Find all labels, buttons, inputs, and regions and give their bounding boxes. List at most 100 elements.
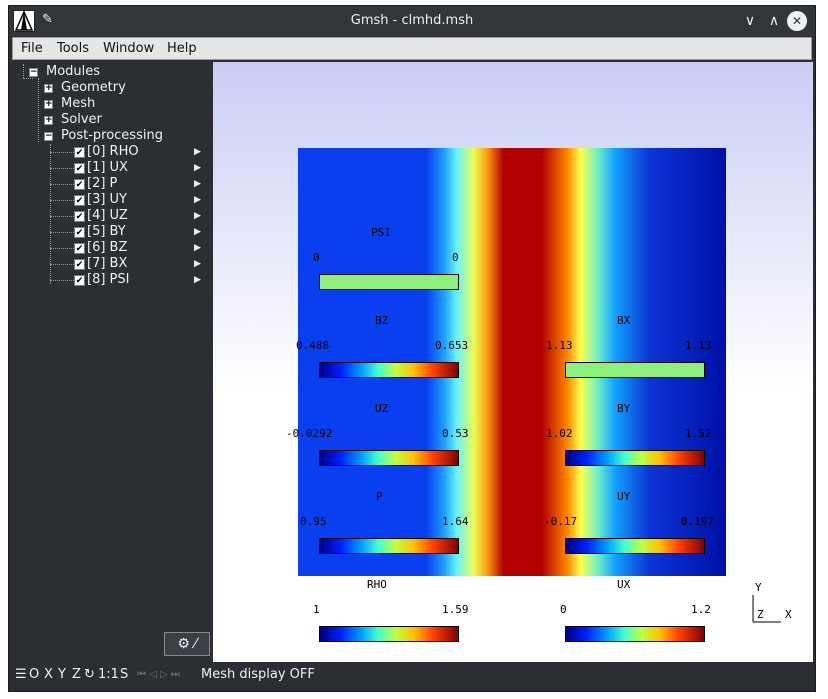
- scale-min-uy: -0.17: [544, 515, 578, 528]
- menu-help[interactable]: Help: [167, 41, 197, 56]
- module-tree: − Modules + Geometry + Mesh + Solver − P…: [12, 62, 211, 662]
- checkbox-icon[interactable]: ✔: [74, 227, 85, 238]
- scale-title-uz: UZ: [375, 402, 389, 415]
- checkbox-icon[interactable]: ✔: [74, 275, 85, 286]
- menu-tools[interactable]: Tools: [57, 41, 90, 56]
- checkbox-icon[interactable]: ✔: [74, 195, 85, 206]
- tree-line: [50, 216, 74, 217]
- triangle-right-icon[interactable]: ▶: [194, 259, 201, 269]
- expand-icon[interactable]: +: [44, 83, 53, 93]
- tree-line: [50, 184, 74, 185]
- graphics-canvas[interactable]: PSI 0 0 BZ 0.488 0.653 BX 1.13 1.13 UZ -…: [213, 62, 813, 662]
- scale-max-by: 1.52: [685, 427, 712, 440]
- tree-line: [38, 78, 39, 142]
- collapse-icon[interactable]: −: [44, 131, 53, 141]
- scale-title-p: P: [376, 490, 383, 503]
- scale-max-uz: 0.53: [442, 427, 469, 440]
- scale-bar-ux: [565, 626, 705, 642]
- tree-label: Geometry: [61, 80, 126, 95]
- status-bar: ☰ O X Y Z ↻ 1:1 S ⏮ ◁ ▷ ⏭ Mesh display O…: [12, 663, 812, 688]
- scale-bar-uz: [319, 450, 459, 466]
- scale-max-psi: 0: [452, 251, 459, 264]
- scale-min-psi: 0: [313, 251, 320, 264]
- view-item-uz[interactable]: ✔ [4] UZ ▶: [50, 208, 210, 224]
- tree-line: [50, 168, 74, 169]
- tree-line: [23, 78, 33, 79]
- view-item-by[interactable]: ✔ [5] BY ▶: [50, 224, 210, 240]
- expand-icon[interactable]: +: [44, 99, 53, 109]
- checkbox-icon[interactable]: ✔: [74, 147, 85, 158]
- scale-min-bx: 1.13: [546, 339, 573, 352]
- checkbox-icon[interactable]: ✔: [74, 163, 85, 174]
- view-label: [8] PSI: [87, 272, 130, 287]
- view-item-bz[interactable]: ✔ [6] BZ ▶: [50, 240, 210, 256]
- view-x-button[interactable]: X: [44, 667, 53, 682]
- gmsh-window: ✎ Gmsh - clmhd.msh ∨ ∧ ✕ File Tools Wind…: [8, 5, 816, 692]
- options-gear-button[interactable]: ⚙ ⁄: [164, 632, 210, 656]
- scale-title-ux: UX: [617, 578, 631, 591]
- select-s-button[interactable]: S: [120, 667, 129, 682]
- checkbox-icon[interactable]: ✔: [74, 179, 85, 190]
- scale-title-by: BY: [617, 402, 631, 415]
- collapse-icon[interactable]: −: [29, 67, 38, 77]
- axis-z-label: Z: [757, 608, 764, 621]
- triangle-right-icon[interactable]: ▶: [194, 243, 201, 253]
- menu-window[interactable]: Window: [103, 41, 155, 56]
- view-item-psi[interactable]: ✔ [8] PSI ▶: [50, 272, 210, 288]
- view-o-button[interactable]: O: [29, 667, 40, 682]
- view-label: [1] UX: [87, 160, 128, 175]
- scale-title-bz: BZ: [375, 314, 389, 327]
- tree-line: [50, 248, 74, 249]
- checkbox-icon[interactable]: ✔: [74, 243, 85, 254]
- view-item-bx[interactable]: ✔ [7] BX ▶: [50, 256, 210, 272]
- tree-label: Modules: [46, 64, 101, 79]
- axis-y-label: Y: [755, 581, 762, 594]
- minimize-button[interactable]: ∨: [744, 13, 756, 29]
- tree-label: Post-processing: [61, 128, 163, 143]
- view-item-ux[interactable]: ✔ [1] UX ▶: [50, 160, 210, 176]
- close-button[interactable]: ✕: [787, 11, 807, 31]
- title-bar[interactable]: ✎ Gmsh - clmhd.msh ∨ ∧ ✕: [9, 6, 815, 36]
- scale-bar-p: [319, 538, 459, 554]
- menu-file[interactable]: File: [21, 41, 43, 56]
- pin-icon[interactable]: ✎: [42, 12, 53, 27]
- triangle-right-icon[interactable]: ▶: [194, 195, 201, 205]
- tree-line: [23, 64, 24, 78]
- view-z-button[interactable]: Z: [72, 667, 81, 682]
- expand-icon[interactable]: +: [44, 115, 53, 125]
- view-item-rho[interactable]: ✔ [0] RHO ▶: [50, 144, 210, 160]
- tree-line: [50, 144, 51, 284]
- view-label: [5] BY: [87, 224, 126, 239]
- scale-title-bx: BX: [617, 314, 631, 327]
- triangle-right-icon[interactable]: ▶: [194, 211, 201, 221]
- maximize-button[interactable]: ∧: [768, 13, 780, 29]
- checkbox-icon[interactable]: ✔: [74, 259, 85, 270]
- menu-bar: File Tools Window Help: [12, 37, 812, 60]
- view-y-button[interactable]: Y: [58, 667, 66, 682]
- scale-max-p: 1.64: [442, 515, 469, 528]
- triangle-right-icon[interactable]: ▶: [194, 227, 201, 237]
- scale-min-rho: 1: [313, 603, 320, 616]
- scale-min-uz: -0.0292: [286, 427, 333, 440]
- view-item-p[interactable]: ✔ [2] P ▶: [50, 176, 210, 192]
- view-label: [2] P: [87, 176, 118, 191]
- axis-x-label: X: [785, 608, 792, 621]
- view-label: [7] BX: [87, 256, 128, 271]
- view-item-uy[interactable]: ✔ [3] UY ▶: [50, 192, 210, 208]
- scale-bar-psi: [319, 274, 459, 290]
- triangle-right-icon[interactable]: ▶: [194, 163, 201, 173]
- rotate-icon[interactable]: ↻: [84, 667, 95, 682]
- playback-controls-icon[interactable]: ⏮ ◁ ▷ ⏭: [137, 669, 180, 680]
- hamburger-menu-icon[interactable]: ☰: [15, 667, 27, 682]
- checkbox-icon[interactable]: ✔: [74, 211, 85, 222]
- triangle-right-icon[interactable]: ▶: [194, 275, 201, 285]
- scale-max-uy: 0.197: [681, 515, 715, 528]
- status-message: Mesh display OFF: [201, 667, 315, 682]
- tree-line: [50, 232, 74, 233]
- scale-1-1-button[interactable]: 1:1: [98, 667, 119, 682]
- tree-line: [50, 264, 74, 265]
- triangle-right-icon[interactable]: ▶: [194, 179, 201, 189]
- triangle-right-icon[interactable]: ▶: [194, 147, 201, 157]
- scale-max-bx: 1.13: [685, 339, 712, 352]
- window-title: Gmsh - clmhd.msh: [350, 13, 474, 28]
